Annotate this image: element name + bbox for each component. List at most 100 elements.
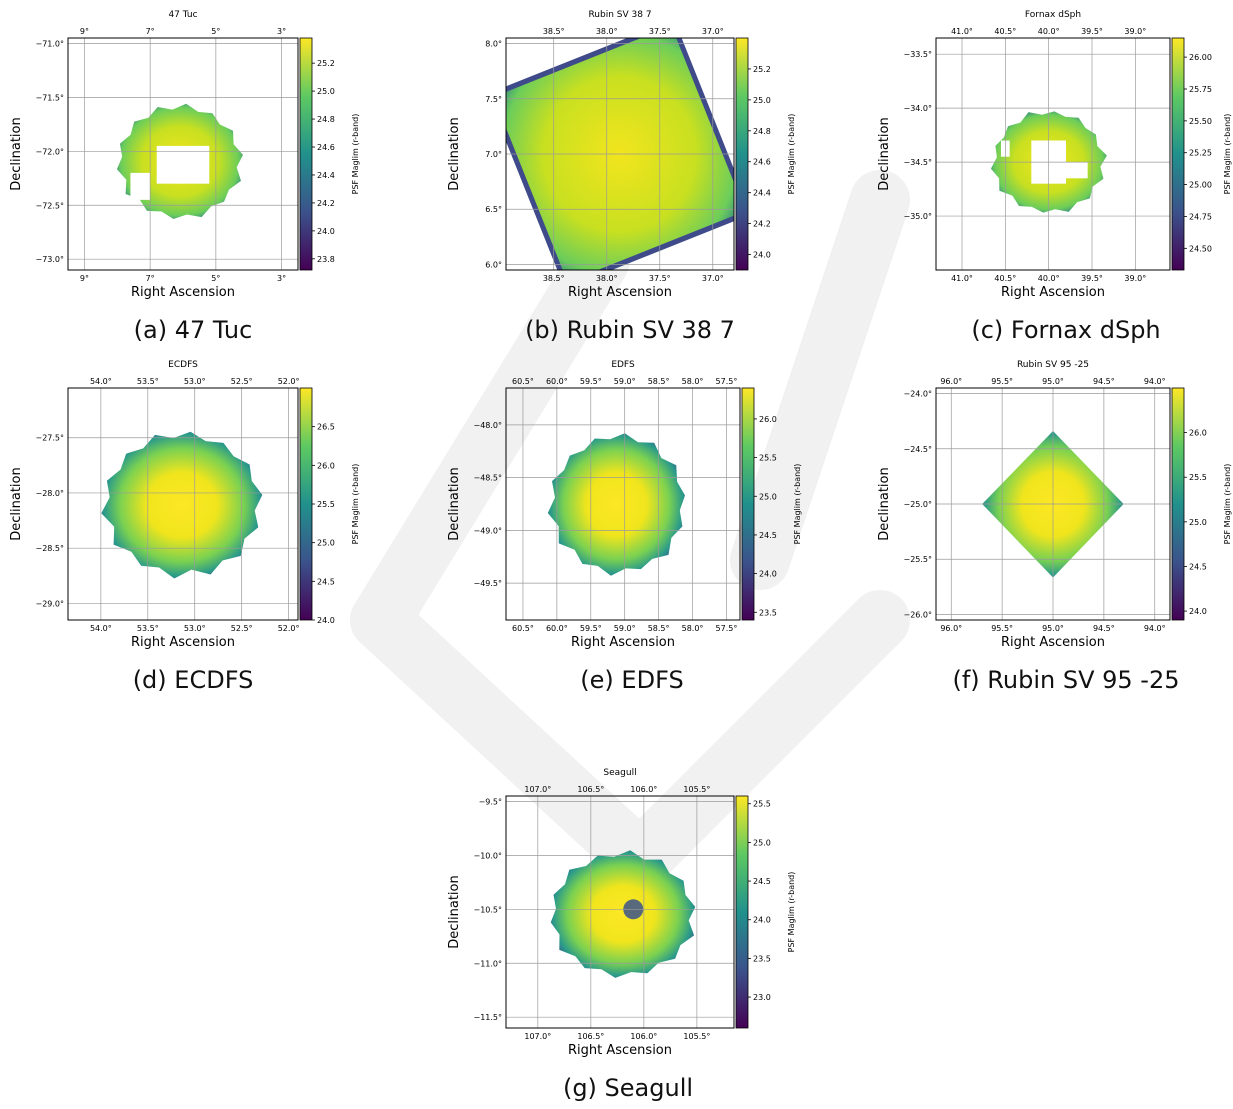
colorbar — [741, 387, 755, 621]
y-tick-label: 7.5° — [485, 95, 502, 104]
x-tick-label-top: 40.5° — [994, 27, 1016, 36]
y-tick-label: −11.0° — [473, 959, 502, 968]
caption-f: (f) Rubin SV 95 -25 — [952, 666, 1180, 694]
chart-title: Rubin SV 38 7 — [588, 10, 651, 20]
chart-rubin-sv-38-7: Rubin SV 38 7 38.5° 38.5° 38.0° 38.0° 37.5° 37… — [447, 10, 796, 300]
caption-g: (g) Seagull — [562, 1074, 694, 1102]
y-tick-label: 6.5° — [485, 205, 502, 214]
chart-seagull: Seagull 107.0° 107.0° 106.5° 106.5° 106.0° 106… — [447, 768, 796, 1058]
colorbar — [299, 387, 313, 621]
colorbar-tick-label: 24.2 — [753, 220, 771, 229]
colorbar-tick-label: 26.0 — [759, 415, 777, 424]
y-axis-label: Declination — [9, 467, 24, 541]
x-tick-label-bottom: 59.0° — [614, 624, 636, 633]
x-tick-label-bottom: 38.0° — [596, 274, 618, 283]
x-tick-label-bottom: 106.0° — [630, 1032, 657, 1041]
x-tick-label-top: 53.5° — [137, 377, 159, 386]
chart-title: 47 Tuc — [168, 10, 197, 20]
x-tick-label-bottom: 53.5° — [137, 624, 159, 633]
colorbar-tick-label: 24.0 — [317, 227, 335, 236]
colorbar-tick-label: 25.0 — [753, 838, 771, 847]
colorbar-tick-label: 25.0 — [753, 96, 771, 105]
x-tick-label-top: 94.5° — [1093, 377, 1115, 386]
chart-title: EDFS — [611, 360, 635, 370]
y-tick-label: −35.0° — [903, 212, 932, 221]
chart-title: Seagull — [603, 768, 636, 778]
y-tick-label: −24.5° — [903, 445, 932, 454]
colorbar-tick-label: 24.0 — [753, 916, 771, 925]
plot-area — [101, 431, 263, 579]
colorbar-tick-label: 24.50 — [1189, 244, 1212, 253]
y-axis-label: Declination — [877, 467, 892, 541]
colorbar — [735, 795, 749, 1029]
caption-d: (d) ECDFS — [132, 666, 254, 694]
panel-c-fornax-dsph: Fornax dSph 41.0° 41.0° 40.5° 40.5° 40.0° 40.0… — [840, 0, 1233, 310]
colorbar-label: PSF Maglim (r-band) — [351, 464, 360, 545]
y-tick-label: 6.0° — [485, 260, 502, 269]
x-tick-label-top: 96.0° — [940, 377, 962, 386]
x-tick-label-top: 9° — [80, 27, 89, 36]
y-tick-label: −11.5° — [473, 1013, 502, 1022]
colorbar-tick-label: 24.0 — [759, 570, 777, 579]
y-tick-label: −71.5° — [35, 93, 64, 102]
x-tick-label-bottom: 59.5° — [580, 624, 602, 633]
colorbar-label: PSF Maglim (r-band) — [793, 464, 802, 545]
y-tick-label: 7.0° — [485, 150, 502, 159]
y-axis-label: Declination — [9, 117, 24, 191]
x-tick-label-top: 107.0° — [524, 785, 551, 794]
x-tick-label-bottom: 94.5° — [1093, 624, 1115, 633]
x-tick-label-top: 60.5° — [512, 377, 534, 386]
x-tick-label-bottom: 95.0° — [1042, 624, 1064, 633]
y-tick-label: −25.5° — [903, 555, 932, 564]
colorbar-tick-label: 24.0 — [753, 251, 771, 260]
chart-ecdfs: ECDFS 54.0° 54.0° 53.5° 53.5° 53.0° 53.0° 52.5°… — [9, 360, 360, 650]
x-tick-label-bottom: 41.0° — [951, 274, 973, 283]
plot-area — [550, 850, 696, 978]
plot-frame — [935, 387, 1171, 621]
x-tick-label-top: 39.0° — [1124, 27, 1146, 36]
panel-e-edfs: EDFS 60.5° 60.5° 60.0° 60.0° 59.5° 59.5° 59.0° 5… — [420, 350, 820, 660]
colorbar-tick-label: 24.5 — [317, 577, 335, 586]
y-tick-label: −71.0° — [35, 39, 64, 48]
colorbar-tick-label: 23.5 — [759, 608, 777, 617]
y-axis-label: Declination — [447, 875, 462, 949]
x-axis-label: Right Ascension — [568, 285, 672, 300]
panel-g-seagull: Seagull 107.0° 107.0° 106.5° 106.5° 106.0° 106… — [420, 758, 820, 1068]
y-tick-label: −72.0° — [35, 147, 64, 156]
y-tick-label: −49.0° — [473, 526, 502, 535]
colorbar-tick-label: 24.0 — [317, 616, 335, 625]
x-tick-label-top: 106.5° — [577, 785, 604, 794]
colorbar-tick-label: 25.0 — [759, 492, 777, 501]
y-tick-label: −10.5° — [473, 905, 502, 914]
colorbar-tick-label: 24.2 — [317, 199, 335, 208]
x-tick-label-bottom: 94.0° — [1144, 624, 1166, 633]
x-tick-label-top: 38.0° — [596, 27, 618, 36]
colorbar — [299, 37, 313, 271]
x-tick-label-bottom: 37.5° — [649, 274, 671, 283]
y-tick-label: −33.5° — [903, 50, 932, 59]
panel-f-rubin-sv-95-25: Rubin SV 95 -25 96.0° 96.0° 95.5° 95.5° 95.0°… — [840, 350, 1233, 660]
chart-edfs: EDFS 60.5° 60.5° 60.0° 60.0° 59.5° 59.5° 59.0° 5… — [447, 360, 802, 650]
masked-region — [1053, 162, 1088, 179]
colorbar-label: PSF Maglim (r-band) — [787, 114, 796, 195]
colorbar-label: PSF Maglim (r-band) — [1223, 114, 1232, 195]
x-tick-label-bottom: 106.5° — [577, 1032, 604, 1041]
colorbar-label: PSF Maglim (r-band) — [351, 114, 360, 195]
x-tick-label-top: 38.5° — [543, 27, 565, 36]
y-tick-label: −27.5° — [35, 434, 64, 443]
x-tick-label-top: 106.0° — [630, 785, 657, 794]
x-tick-label-top: 57.5° — [716, 377, 738, 386]
chart-title: ECDFS — [168, 360, 198, 370]
y-axis-label: Declination — [447, 117, 462, 191]
y-tick-label: −28.0° — [35, 489, 64, 498]
colorbar-tick-label: 24.5 — [753, 877, 771, 886]
x-tick-label-bottom: 40.5° — [994, 274, 1016, 283]
chart-title: Rubin SV 95 -25 — [1017, 360, 1089, 370]
colorbar-tick-label: 24.75 — [1189, 212, 1212, 221]
chart-fornax-dsph: Fornax dSph 41.0° 41.0° 40.5° 40.5° 40.0° 40.0… — [877, 10, 1232, 300]
x-tick-label-top: 5° — [211, 27, 220, 36]
colorbar-tick-label: 25.2 — [317, 59, 335, 68]
caption-a: (a) 47 Tuc — [133, 316, 253, 344]
colorbar-label: PSF Maglim (r-band) — [1223, 464, 1232, 545]
colorbar-tick-label: 24.5 — [1189, 562, 1207, 571]
